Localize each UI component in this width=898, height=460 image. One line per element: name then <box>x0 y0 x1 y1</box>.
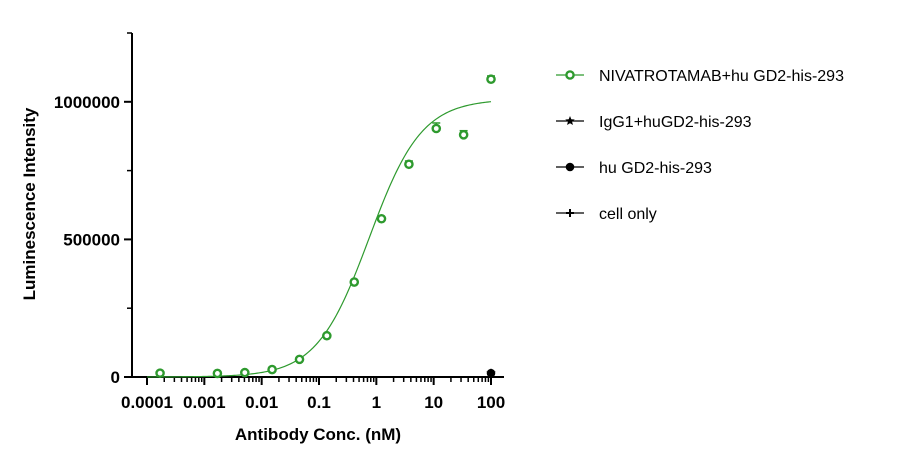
legend-marker <box>565 162 575 172</box>
legend-label: hu GD2-his-293 <box>599 160 712 177</box>
legend-entry-0: NIVATROTAMAB+hu GD2-his-293 <box>556 68 844 85</box>
series-3-points <box>487 369 495 378</box>
x-tick-label: 0.1 <box>307 393 331 412</box>
series-0-points <box>155 74 496 379</box>
data-point <box>376 213 387 224</box>
data-point <box>431 123 442 134</box>
legend-label: cell only <box>599 206 657 223</box>
axes <box>124 32 504 385</box>
y-tick-labels: 0 500000 1000000 <box>54 93 120 387</box>
x-tick-label: 100 <box>477 393 505 412</box>
legend-marker <box>565 116 575 126</box>
x-tick-label: 0.0001 <box>121 393 173 412</box>
legend-entry-2: hu GD2-his-293 <box>556 160 712 177</box>
legend-label: IgG1+huGD2-his-293 <box>599 114 752 131</box>
data-point <box>267 364 277 375</box>
fit-curve-nivatrotamab <box>147 101 492 378</box>
x-axis-title: Antibody Conc. (nM) <box>235 425 401 444</box>
data-point <box>212 368 223 379</box>
x-tick-labels: 0.0001 0.001 0.01 0.1 1 10 100 <box>121 393 505 412</box>
y-tick-label: 500000 <box>63 230 120 249</box>
x-tick-label: 0.001 <box>183 393 226 412</box>
data-point <box>294 354 305 365</box>
data-point <box>458 130 469 140</box>
data-point <box>487 369 495 378</box>
data-points-layer <box>155 74 496 379</box>
data-point <box>404 159 414 170</box>
data-point <box>240 367 250 378</box>
legend-entry-3: cell only <box>556 206 657 223</box>
legend: NIVATROTAMAB+hu GD2-his-293 IgG1+huGD2-hi… <box>556 68 844 223</box>
x-tick-label: 10 <box>424 393 443 412</box>
y-tick-label: 1000000 <box>54 93 120 112</box>
fit-curve-layer <box>147 101 492 378</box>
data-point <box>486 74 496 85</box>
y-tick-label: 0 <box>111 368 120 387</box>
legend-marker <box>565 70 575 80</box>
legend-label: NIVATROTAMAB+hu GD2-his-293 <box>599 68 844 85</box>
data-point <box>155 368 165 378</box>
x-tick-label: 0.01 <box>245 393 278 412</box>
data-point <box>322 330 332 341</box>
data-point <box>349 277 360 287</box>
y-axis-title: Luminescence Intensity <box>20 107 39 300</box>
x-tick-label: 1 <box>372 393 381 412</box>
legend-marker <box>566 209 574 217</box>
legend-entry-1: IgG1+huGD2-his-293 <box>556 114 752 131</box>
